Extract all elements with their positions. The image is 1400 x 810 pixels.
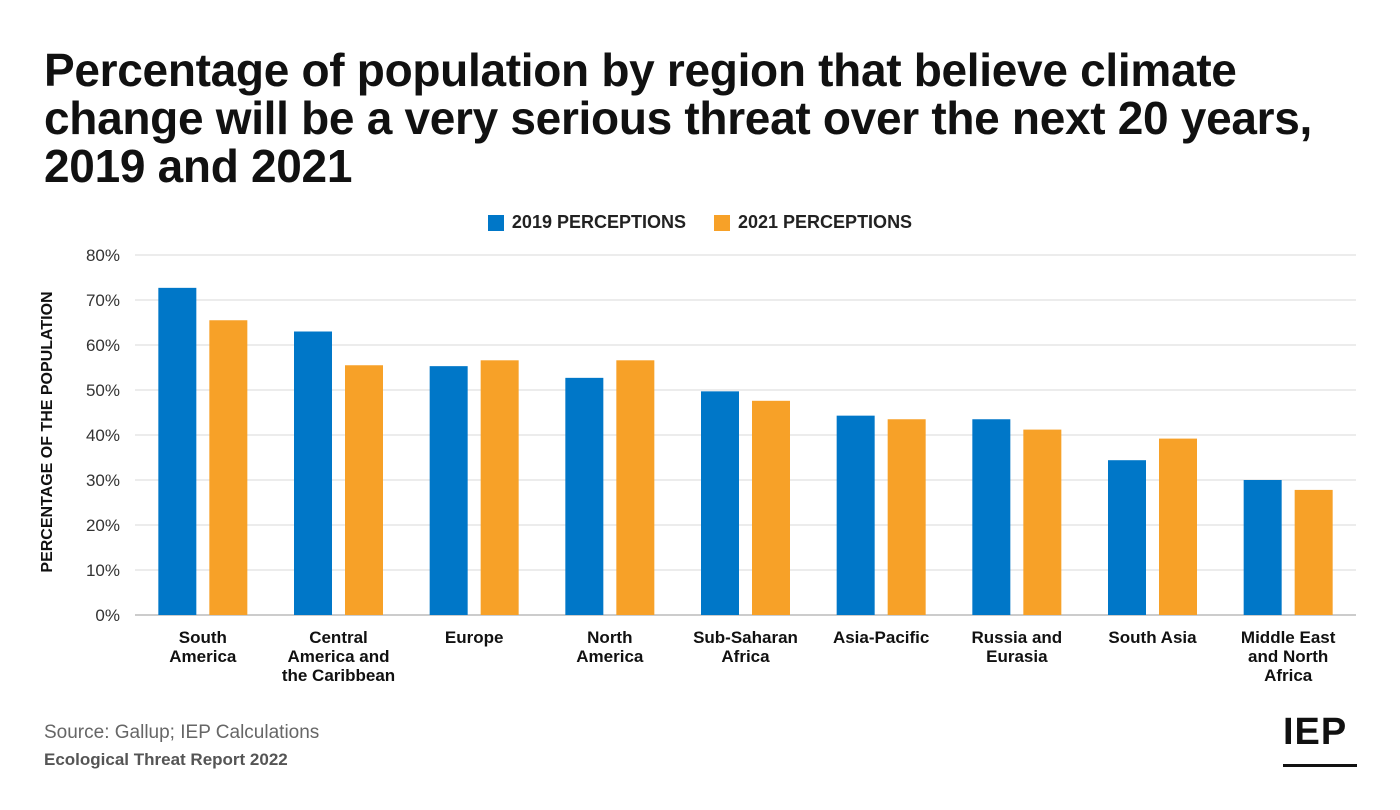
x-tick-label-line: Africa — [721, 647, 770, 666]
x-tick-label-line: America and — [287, 647, 390, 666]
x-tick-label: South America — [138, 628, 268, 666]
legend-label-2019: 2019 PERCEPTIONS — [511, 212, 686, 232]
bar-2019 — [294, 331, 332, 615]
x-tick-label: Russia and Eurasia — [952, 628, 1082, 666]
y-tick-label: 30% — [86, 471, 120, 490]
legend-swatch-2019 — [487, 214, 504, 231]
bar-2021 — [209, 320, 248, 615]
bar-2019 — [429, 366, 468, 615]
bar-2021 — [1294, 489, 1333, 615]
x-tick-label-line: Africa — [1264, 666, 1313, 685]
bar-2021 — [1023, 429, 1062, 615]
bar-2019 — [701, 391, 739, 615]
x-tick-label-line: Eurasia — [986, 647, 1048, 666]
x-tick-label-line: South — [178, 628, 227, 647]
x-tick-label-line: Europe — [444, 628, 504, 647]
x-tick-label-line: the Caribbean — [281, 666, 396, 685]
bar-2021 — [752, 400, 790, 615]
bar-2019 — [836, 415, 875, 615]
y-tick-label: 20% — [86, 516, 120, 535]
x-tick-label-line: Central — [309, 628, 368, 647]
x-tick-label: Central America and the Caribbean — [274, 628, 404, 685]
source-note: Source: Gallup; IEP Calculations — [44, 722, 320, 743]
x-tick-label: South Asia — [1088, 628, 1218, 647]
legend-item-2021: 2021 PERCEPTIONS — [714, 212, 912, 233]
y-tick-label: 10% — [86, 561, 120, 580]
chart-title: Percentage of population by region that … — [44, 44, 1313, 192]
bar-2019 — [972, 419, 1011, 615]
legend-swatch-2021 — [714, 214, 730, 231]
x-tick-label: Europe — [409, 628, 539, 647]
bar-2021 — [480, 360, 519, 615]
x-tick-label: Middle East and North Africa — [1223, 628, 1353, 685]
x-tick-label-line: Russia and — [971, 628, 1063, 647]
y-tick-label: 60% — [86, 336, 120, 355]
bar-2021 — [616, 360, 655, 615]
bar-2021 — [887, 419, 926, 615]
bar-2019 — [1108, 460, 1146, 615]
bar-2019 — [158, 287, 197, 615]
y-tick-label: 50% — [86, 381, 120, 400]
legend-label-2021: 2021 PERCEPTIONS — [738, 212, 913, 232]
x-tick-label-line: South Asia — [1108, 628, 1197, 647]
x-tick-label-line: Sub-Saharan — [693, 628, 798, 647]
bar-2021 — [345, 365, 383, 615]
bar-2019 — [1243, 480, 1282, 615]
y-tick-label: 80% — [86, 246, 120, 265]
bar-2019 — [565, 377, 604, 615]
x-tick-label-line: North — [587, 628, 633, 647]
x-tick-label: North America — [545, 628, 675, 666]
legend-item-2019: 2019 PERCEPTIONS — [487, 212, 686, 233]
legend: 2019 PERCEPTIONS 2021 PERCEPTIONS — [0, 212, 1400, 233]
x-tick-label-line: and North — [1248, 647, 1329, 666]
iep-logo: IEP — [1283, 710, 1357, 767]
y-tick-label: 40% — [86, 426, 120, 445]
x-tick-label: Sub-Saharan Africa — [681, 628, 811, 666]
y-tick-label: 0% — [95, 606, 120, 625]
x-tick-label-line: Middle East — [1240, 628, 1336, 647]
bar-2021 — [1159, 438, 1197, 615]
x-tick-label-line: America — [169, 647, 237, 666]
report-name: Ecological Threat Report 2022 — [44, 750, 288, 769]
x-tick-label-line: America — [576, 647, 644, 666]
logo-text: IEP — [1283, 711, 1348, 753]
x-tick-label-line: Asia-Pacific — [832, 628, 930, 647]
x-tick-label: Asia-Pacific — [816, 628, 946, 647]
logo-underline — [1283, 764, 1357, 767]
y-tick-label: 70% — [86, 291, 120, 310]
